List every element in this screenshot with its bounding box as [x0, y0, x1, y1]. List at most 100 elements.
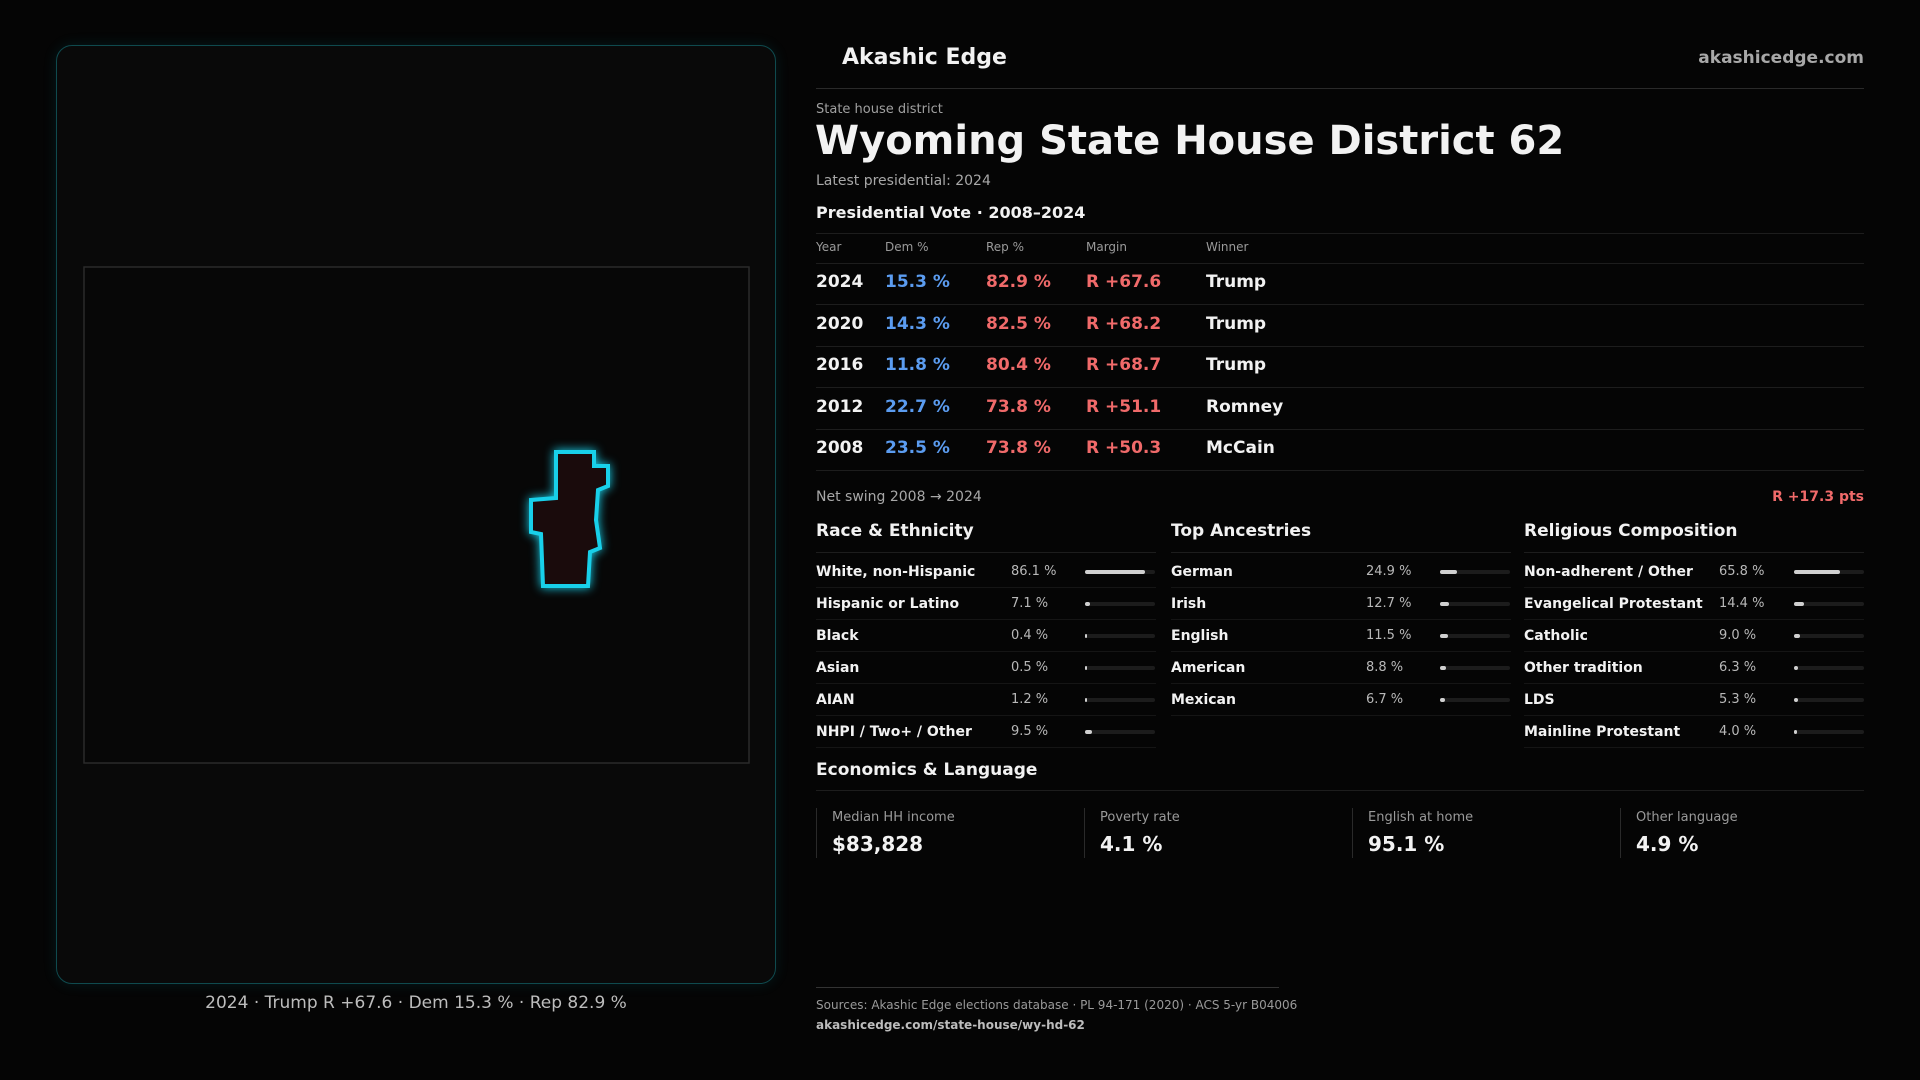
kicker: State house district [816, 102, 943, 117]
table-cell: R +67.6 [1086, 272, 1162, 292]
row-divider [1524, 747, 1864, 748]
column-header: Margin [1086, 240, 1127, 254]
row-label: White, non-Hispanic [816, 564, 976, 580]
row-divider [816, 619, 1156, 620]
bar [1794, 666, 1799, 670]
bar-track [1085, 698, 1155, 702]
subtitle: Latest presidential: 2024 [816, 173, 991, 189]
row-value: 0.5 % [1011, 660, 1049, 675]
divider [1171, 552, 1511, 553]
stat-box: Other language 4.9 % [1620, 808, 1861, 858]
table-cell: R +68.7 [1086, 355, 1162, 376]
row-divider [1524, 619, 1864, 620]
row-label: NHPI / Two+ / Other [816, 724, 972, 740]
row-divider [816, 651, 1156, 652]
row-label: English [1171, 628, 1229, 644]
row-value: 9.0 % [1719, 628, 1757, 643]
row-divider [1171, 683, 1511, 684]
stat-value: 4.9 % [1636, 832, 1699, 856]
bar [1085, 602, 1090, 606]
table-cell: 73.8 % [986, 396, 1051, 417]
row-label: Catholic [1524, 628, 1588, 644]
bar [1085, 698, 1087, 702]
row-value: 6.3 % [1719, 660, 1757, 675]
row-label: LDS [1524, 692, 1555, 708]
section-title: Top Ancestries [1171, 521, 1312, 541]
map-caption: 2024 · Trump R +67.6 · Dem 15.3 % · Rep … [205, 993, 627, 1013]
table-cell: McCain [1206, 438, 1275, 459]
bar [1440, 570, 1458, 574]
table-cell: R +50.3 [1086, 438, 1162, 459]
row-value: 24.9 % [1366, 564, 1412, 579]
bar-track [1440, 634, 1510, 638]
row-divider [1171, 587, 1511, 588]
source-url: akashicedge.com/state-house/wy-hd-62 [816, 1018, 1085, 1032]
row-divider [1171, 619, 1511, 620]
table-cell: 22.7 % [885, 396, 950, 417]
row-divider [816, 715, 1156, 716]
brand-url: akashicedge.com [1698, 48, 1864, 68]
section-title: Race & Ethnicity [816, 521, 974, 541]
row-value: 65.8 % [1719, 564, 1765, 579]
stat-box: Median HH income $83,828 [816, 808, 1057, 858]
bar [1440, 634, 1449, 638]
row-label: Evangelical Protestant [1524, 596, 1703, 612]
row-value: 1.2 % [1011, 692, 1049, 707]
stat-value: 4.1 % [1100, 832, 1163, 856]
divider [816, 263, 1864, 264]
table-cell: 82.9 % [986, 272, 1051, 292]
row-value: 86.1 % [1011, 564, 1057, 579]
table-cell: 2016 [816, 355, 864, 376]
row-label: Black [816, 628, 859, 644]
bar-track [1794, 634, 1864, 638]
row-label: Other tradition [1524, 660, 1643, 676]
row-divider [1171, 715, 1511, 716]
bar [1085, 666, 1087, 670]
swing-label: Net swing 2008 → 2024 [816, 489, 982, 505]
table-cell: 14.3 % [885, 313, 950, 334]
row-label: Mainline Protestant [1524, 724, 1681, 740]
votes-title: Presidential Vote · 2008–2024 [816, 203, 1086, 222]
row-divider [1524, 683, 1864, 684]
row-divider [816, 747, 1156, 748]
stat-label: English at home [1368, 810, 1474, 825]
row-divider [1524, 715, 1864, 716]
bar [1085, 730, 1092, 734]
bar-track [1440, 666, 1510, 670]
bar-track [1794, 570, 1864, 574]
bar-track [1085, 570, 1155, 574]
row-value: 9.5 % [1011, 724, 1049, 739]
row-value: 6.7 % [1366, 692, 1404, 707]
brand-name: Akashic Edge [842, 45, 1007, 70]
stat-value: 95.1 % [1368, 832, 1445, 856]
table-cell: Trump [1206, 272, 1267, 292]
bar-track [1085, 634, 1155, 638]
row-divider [1524, 651, 1864, 652]
bar-track [1440, 698, 1510, 702]
district-shape [529, 450, 610, 588]
row-divider [816, 387, 1864, 389]
row-divider [816, 470, 1864, 472]
table-cell: 82.5 % [986, 313, 1051, 334]
row-divider [1171, 651, 1511, 652]
divider [816, 552, 1156, 553]
table-cell: Romney [1206, 396, 1284, 417]
bar [1085, 570, 1146, 574]
bar [1085, 634, 1087, 638]
stat-box: Poverty rate 4.1 % [1084, 808, 1325, 858]
table-cell: Trump [1206, 313, 1267, 334]
divider [816, 987, 1279, 988]
bar-track [1085, 602, 1155, 606]
row-value: 8.8 % [1366, 660, 1404, 675]
table-cell: R +51.1 [1086, 396, 1162, 417]
table-cell: 15.3 % [885, 272, 950, 292]
row-label: Hispanic or Latino [816, 596, 960, 612]
row-divider [816, 304, 1864, 305]
row-divider [816, 345, 1864, 347]
row-divider [1524, 587, 1864, 588]
bar [1794, 730, 1797, 734]
row-label: Irish [1171, 596, 1207, 612]
section-title: Religious Composition [1524, 521, 1738, 541]
